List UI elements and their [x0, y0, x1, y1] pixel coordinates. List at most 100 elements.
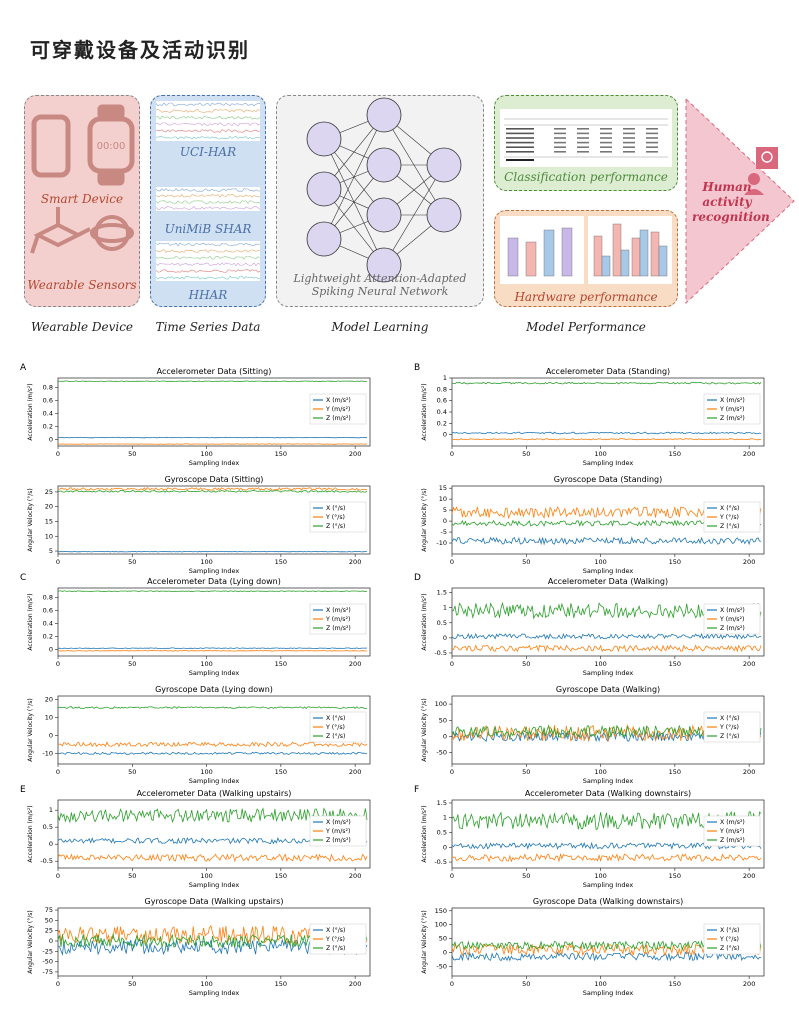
x-tick-label: 200 [349, 660, 361, 668]
chart-E-accelerometer: E Accelerometer Data (Walking upstairs) 0 5… [20, 785, 371, 889]
x-tick-label: 200 [349, 450, 361, 458]
table-cell [554, 141, 566, 144]
table-cell [623, 141, 635, 144]
y-tick-label: -50 [436, 749, 447, 757]
stage-label-wearable: Wearable Device [30, 320, 134, 334]
x-tick-label: 50 [522, 872, 530, 880]
x-tick-label: 50 [522, 450, 530, 458]
neuron-node [306, 121, 342, 157]
x-tick-label: 150 [275, 558, 287, 566]
dataset-label-hhar: HHAR [188, 288, 228, 302]
table-cell [577, 141, 589, 144]
stage-label-model: Model Learning [331, 320, 429, 334]
legend-entry: X (m/s²) [720, 819, 745, 826]
thumbnail-trace [155, 206, 261, 210]
table-row [506, 128, 534, 130]
series-line [451, 644, 762, 653]
y-tick-label: 20 [45, 503, 53, 511]
y-tick-label: 50 [439, 716, 447, 724]
hw-bar [507, 237, 519, 277]
y-axis-label: Acceleration (m/s²) [27, 805, 34, 862]
y-tick-label: 20 [45, 696, 53, 704]
x-tick-label: 100 [594, 660, 606, 668]
y-tick-label: 15 [439, 484, 447, 492]
x-tick-label: 0 [56, 450, 60, 458]
x-tick-label: 100 [594, 980, 606, 988]
x-tick-label: 150 [275, 872, 287, 880]
hw-bar [631, 237, 641, 277]
neuron-node [366, 147, 402, 183]
y-tick-label: 1 [443, 374, 447, 382]
table-cell [646, 151, 658, 153]
y-tick-label: 1 [443, 604, 447, 612]
x-tick-label: 150 [669, 558, 681, 566]
x-tick-label: 50 [522, 980, 530, 988]
series-line [451, 841, 762, 850]
y-axis-label: Angular Velocity (°/s) [27, 910, 34, 974]
table-cell [600, 146, 612, 148]
legend-entry: Z (°/s) [720, 732, 739, 740]
page-title: 可穿戴设备及活动识别 [30, 38, 250, 62]
chart-C-gyroscope: Gyroscope Data (Lying down)0 50 100 150 200-… [27, 685, 371, 785]
table-cell [623, 132, 635, 135]
series-line [57, 590, 368, 593]
x-tick-label: 100 [594, 558, 606, 566]
legend-entry: Y (m/s²) [719, 828, 744, 835]
legend-entry: X (m/s²) [326, 397, 351, 404]
legend-entry: X (m/s²) [326, 819, 351, 826]
neuron-node [426, 197, 462, 233]
x-axis-label: Sampling Index [189, 777, 240, 785]
legend-entry: Z (m/s²) [326, 837, 351, 844]
table-cell [554, 146, 566, 148]
hw-bar [658, 245, 668, 277]
legend-entry: Y (m/s²) [325, 828, 350, 835]
thumbnail-trace [155, 269, 261, 273]
series-line [451, 632, 762, 640]
legend-entry: Y (°/s) [325, 935, 345, 943]
uci-har-thumbnail [156, 101, 260, 141]
x-tick-label: 150 [275, 660, 287, 668]
panel-letter: E [20, 785, 26, 795]
panel-letter: F [414, 785, 419, 795]
x-axis-label: Sampling Index [189, 567, 240, 575]
x-tick-label: 50 [128, 872, 136, 880]
y-tick-label: 0.4 [43, 620, 53, 628]
x-tick-label: 150 [669, 980, 681, 988]
y-axis-label: Acceleration (m/s²) [27, 593, 34, 650]
legend: X (m/s²) Y (m/s²) Z (m/s²) [309, 393, 367, 425]
x-tick-label: 150 [275, 980, 287, 988]
series-line [451, 431, 762, 435]
y-tick-label: 100 [435, 700, 447, 708]
x-tick-label: 50 [128, 450, 136, 458]
x-tick-label: 50 [128, 768, 136, 776]
series-line [451, 852, 762, 863]
legend-entry: X (°/s) [720, 926, 739, 934]
legend-entry: X (°/s) [720, 504, 739, 512]
neuron-node [366, 97, 402, 133]
legend-entry: Z (m/s²) [720, 415, 745, 422]
x-tick-label: 100 [200, 872, 212, 880]
x-axis-label: Sampling Index [583, 881, 634, 889]
legend-entry: X (m/s²) [720, 397, 745, 404]
y-tick-label: 0.6 [43, 397, 53, 405]
x-tick-label: 200 [743, 558, 755, 566]
hardware-bars-thumbnail [500, 216, 672, 284]
y-tick-label: 10 [439, 495, 447, 503]
sensor-axes-icon [30, 207, 91, 254]
hw-bar [543, 229, 555, 277]
legend-entry: Y (°/s) [325, 723, 345, 731]
x-tick-label: 150 [275, 450, 287, 458]
chart-title: Accelerometer Data (Walking) [548, 577, 668, 586]
series-line [57, 650, 367, 652]
series-line [57, 807, 368, 824]
thumbnail-trace [155, 194, 261, 198]
y-tick-label: -0.5 [434, 649, 447, 657]
legend-entry: Z (°/s) [326, 522, 345, 530]
table-cell [577, 146, 589, 148]
chart-title: Accelerometer Data (Walking upstairs) [137, 789, 292, 798]
x-tick-label: 0 [450, 872, 454, 880]
hw-bar [612, 223, 622, 277]
thumbnail-trace [155, 102, 261, 107]
legend-entry: X (m/s²) [326, 607, 351, 614]
hardware-caption: Hardware performance [514, 290, 658, 304]
